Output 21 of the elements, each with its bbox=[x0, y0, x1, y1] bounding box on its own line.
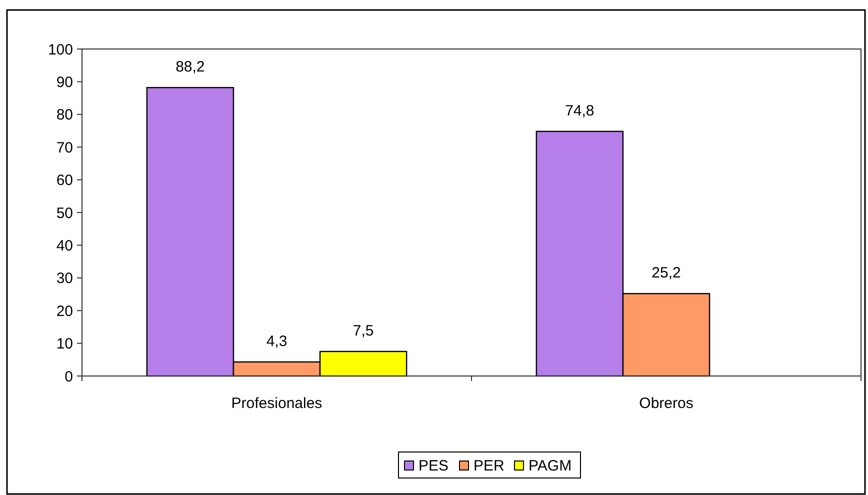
data-label: 74,8 bbox=[565, 102, 594, 120]
y-tick-label: 100 bbox=[48, 41, 73, 58]
y-tick-label: 0 bbox=[64, 368, 73, 386]
y-tick-label: 40 bbox=[56, 237, 73, 254]
legend-label: PAGM bbox=[528, 457, 572, 474]
x-tick-label: Profesionales bbox=[231, 395, 322, 412]
y-tick-label: 80 bbox=[56, 106, 73, 124]
y-tick-label: 10 bbox=[56, 336, 73, 353]
y-tick-label: 90 bbox=[56, 74, 73, 91]
data-label: 4,3 bbox=[266, 332, 288, 350]
legend-label: PER bbox=[474, 457, 505, 474]
y-tick-label: 20 bbox=[56, 302, 73, 320]
y-tick-label: 30 bbox=[56, 270, 73, 288]
legend-label: PES bbox=[418, 457, 449, 474]
y-tick-label: 50 bbox=[56, 204, 73, 222]
data-label: 25,2 bbox=[652, 264, 681, 282]
y-tick-label: 70 bbox=[56, 139, 73, 156]
data-label: 88,2 bbox=[176, 58, 205, 76]
x-tick-label: Obreros bbox=[639, 395, 694, 412]
y-tick-label: 60 bbox=[56, 172, 73, 190]
data-label: 7,5 bbox=[352, 322, 374, 340]
